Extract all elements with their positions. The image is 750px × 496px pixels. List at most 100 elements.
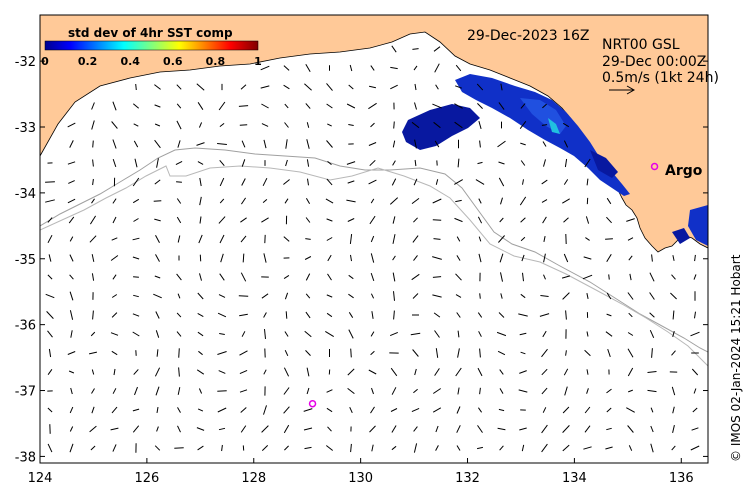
current-vector bbox=[89, 425, 97, 433]
current-vector bbox=[498, 235, 505, 243]
current-vector bbox=[325, 330, 334, 338]
current-vector bbox=[197, 331, 204, 337]
current-vector bbox=[672, 310, 675, 320]
current-vector bbox=[519, 332, 527, 336]
current-vector bbox=[348, 84, 354, 90]
current-vector bbox=[304, 330, 312, 338]
current-vector bbox=[176, 331, 182, 337]
current-vector bbox=[392, 255, 396, 261]
current-vector bbox=[154, 179, 161, 185]
current-vector bbox=[305, 293, 311, 299]
current-vector bbox=[522, 179, 524, 185]
current-vector bbox=[260, 65, 270, 71]
current-vector bbox=[541, 424, 548, 434]
current-vector bbox=[500, 293, 503, 299]
current-vector bbox=[306, 122, 310, 128]
current-vector bbox=[283, 274, 290, 280]
current-vector bbox=[110, 332, 119, 336]
current-vector bbox=[518, 389, 528, 393]
current-vector bbox=[608, 274, 610, 280]
current-vector bbox=[327, 123, 332, 127]
current-vector bbox=[155, 254, 160, 262]
current-vector bbox=[132, 103, 140, 109]
current-vector bbox=[521, 254, 525, 262]
current-vector bbox=[542, 103, 547, 109]
current-vector bbox=[606, 388, 612, 394]
current-vector bbox=[89, 235, 97, 243]
current-vector bbox=[156, 158, 159, 168]
credit-text: © IMOS 02-Jan-2024 15:21 Hobart bbox=[729, 254, 743, 462]
current-vector bbox=[132, 256, 140, 260]
current-vector bbox=[218, 427, 226, 431]
bathymetry-contour-shelf bbox=[40, 147, 708, 353]
current-vector bbox=[217, 407, 227, 413]
current-vector bbox=[111, 312, 118, 318]
current-vector bbox=[650, 407, 654, 413]
current-vector bbox=[70, 387, 73, 395]
current-vector bbox=[671, 350, 676, 356]
current-vector bbox=[499, 388, 504, 394]
current-vector bbox=[197, 292, 204, 300]
map-frame bbox=[39, 14, 709, 464]
current-vector bbox=[306, 159, 310, 167]
current-vector bbox=[219, 177, 225, 187]
current-vector bbox=[542, 330, 547, 338]
current-vector bbox=[133, 218, 139, 222]
current-vector bbox=[92, 140, 94, 148]
current-vector bbox=[565, 310, 567, 320]
x-tick-label: 130 bbox=[348, 471, 373, 486]
current-vector bbox=[350, 348, 352, 358]
current-vector bbox=[672, 330, 675, 338]
current-vector bbox=[562, 406, 570, 414]
current-vector bbox=[370, 406, 375, 414]
current-vector bbox=[154, 139, 161, 149]
current-vector bbox=[690, 445, 700, 451]
current-vector bbox=[176, 120, 182, 130]
current-vector bbox=[411, 407, 420, 413]
current-vector bbox=[627, 348, 634, 358]
colorbar: std dev of 4hr SST comp 0 0.2 0.4 0.6 0.8 1 bbox=[41, 26, 262, 68]
current-vector bbox=[221, 444, 223, 452]
current-vector bbox=[478, 253, 482, 263]
current-vector bbox=[413, 426, 418, 432]
current-vector bbox=[69, 236, 74, 242]
current-vector bbox=[456, 255, 461, 261]
x-tick-label: 134 bbox=[562, 471, 587, 486]
current-vector bbox=[177, 387, 181, 395]
current-vector bbox=[649, 292, 655, 300]
current-vector bbox=[539, 313, 550, 317]
current-vector bbox=[434, 63, 440, 73]
current-vector bbox=[455, 294, 462, 298]
current-vector bbox=[285, 139, 288, 149]
current-vector bbox=[435, 348, 439, 358]
current-vector bbox=[412, 349, 419, 357]
current-vector bbox=[434, 140, 440, 148]
current-vector bbox=[391, 445, 397, 451]
current-vector bbox=[347, 368, 355, 376]
current-vector bbox=[627, 237, 634, 241]
current-vector bbox=[261, 445, 269, 451]
current-vector bbox=[133, 276, 139, 278]
current-vector bbox=[88, 351, 98, 355]
current-vector bbox=[132, 237, 140, 241]
current-vector bbox=[70, 330, 73, 338]
current-vector bbox=[628, 389, 633, 393]
current-vector bbox=[111, 406, 118, 414]
current-vector bbox=[91, 102, 95, 110]
current-vector bbox=[264, 329, 266, 339]
current-vector bbox=[326, 407, 333, 413]
current-vector bbox=[370, 235, 375, 243]
current-vector bbox=[284, 331, 289, 337]
current-vector bbox=[346, 161, 356, 165]
current-vector bbox=[347, 388, 355, 394]
current-vector bbox=[692, 407, 698, 413]
current-vector bbox=[239, 313, 248, 317]
current-vector bbox=[606, 216, 612, 224]
current-vector bbox=[564, 158, 568, 168]
current-vector bbox=[391, 178, 397, 186]
current-vector bbox=[111, 350, 118, 356]
current-vector bbox=[241, 140, 246, 148]
current-vector bbox=[112, 388, 117, 394]
current-vector bbox=[176, 181, 182, 183]
